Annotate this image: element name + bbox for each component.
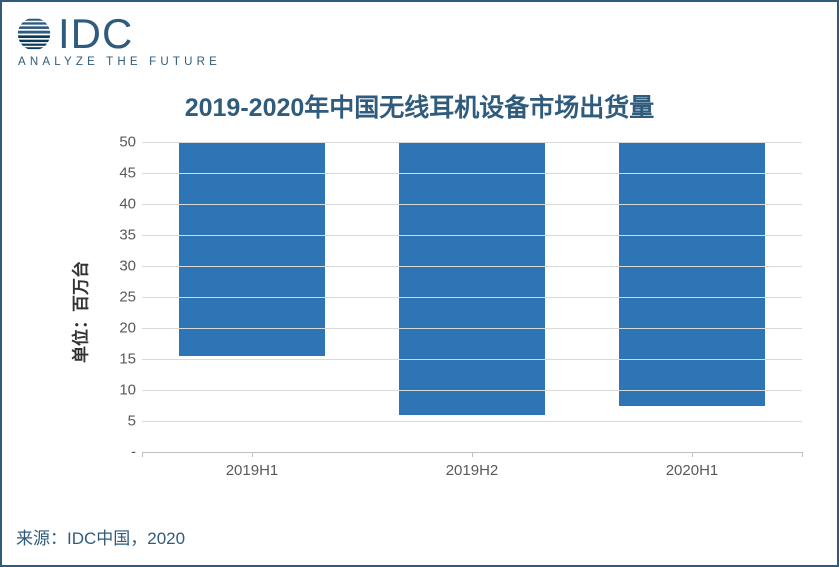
chart-frame: IDC ANALYZE THE FUTURE 2019-2020年中国无线耳机设… bbox=[0, 0, 839, 567]
globe-icon bbox=[16, 16, 52, 52]
y-tick-label: 30 bbox=[102, 258, 136, 275]
chart-area: 单位：百万台 2019H12019H22020H1 -5101520253035… bbox=[102, 142, 802, 482]
x-axis-label: 2019H1 bbox=[226, 462, 279, 479]
y-tick-label: - bbox=[102, 444, 136, 461]
grid-line bbox=[142, 266, 802, 267]
grid-line bbox=[142, 328, 802, 329]
chart-title: 2019-2020年中国无线耳机设备市场出货量 bbox=[2, 88, 837, 124]
x-axis-label: 2019H2 bbox=[446, 462, 499, 479]
y-tick-label: 40 bbox=[102, 196, 136, 213]
idc-logo: IDC ANALYZE THE FUTURE bbox=[16, 10, 221, 68]
grid-line bbox=[142, 173, 802, 174]
grid-line bbox=[142, 204, 802, 205]
x-tick-mark bbox=[252, 452, 253, 457]
y-tick-label: 25 bbox=[102, 289, 136, 306]
grid-line bbox=[142, 142, 802, 143]
x-tick-mark bbox=[142, 452, 143, 457]
grid-line bbox=[142, 421, 802, 422]
grid-line bbox=[142, 359, 802, 360]
y-tick-label: 50 bbox=[102, 134, 136, 151]
x-tick-mark bbox=[802, 452, 803, 457]
x-tick-mark bbox=[692, 452, 693, 457]
grid-line bbox=[142, 297, 802, 298]
y-tick-label: 15 bbox=[102, 351, 136, 368]
y-tick-label: 5 bbox=[102, 413, 136, 430]
x-axis-label: 2020H1 bbox=[666, 462, 719, 479]
x-tick-mark bbox=[472, 452, 473, 457]
brand-tagline: ANALYZE THE FUTURE bbox=[18, 56, 221, 68]
y-tick-label: 10 bbox=[102, 382, 136, 399]
source-text: 来源：IDC中国，2020 bbox=[16, 524, 185, 549]
bar bbox=[399, 142, 544, 415]
grid-line bbox=[142, 390, 802, 391]
y-tick-label: 35 bbox=[102, 227, 136, 244]
brand-name: IDC bbox=[58, 10, 133, 58]
plot-area: 2019H12019H22020H1 -5101520253035404550 bbox=[142, 142, 802, 453]
y-tick-label: 20 bbox=[102, 320, 136, 337]
logo-top: IDC bbox=[16, 10, 133, 58]
bar bbox=[179, 142, 324, 356]
bar bbox=[619, 142, 764, 406]
y-axis-label: 单位：百万台 bbox=[67, 261, 92, 363]
grid-line bbox=[142, 235, 802, 236]
y-tick-label: 45 bbox=[102, 165, 136, 182]
